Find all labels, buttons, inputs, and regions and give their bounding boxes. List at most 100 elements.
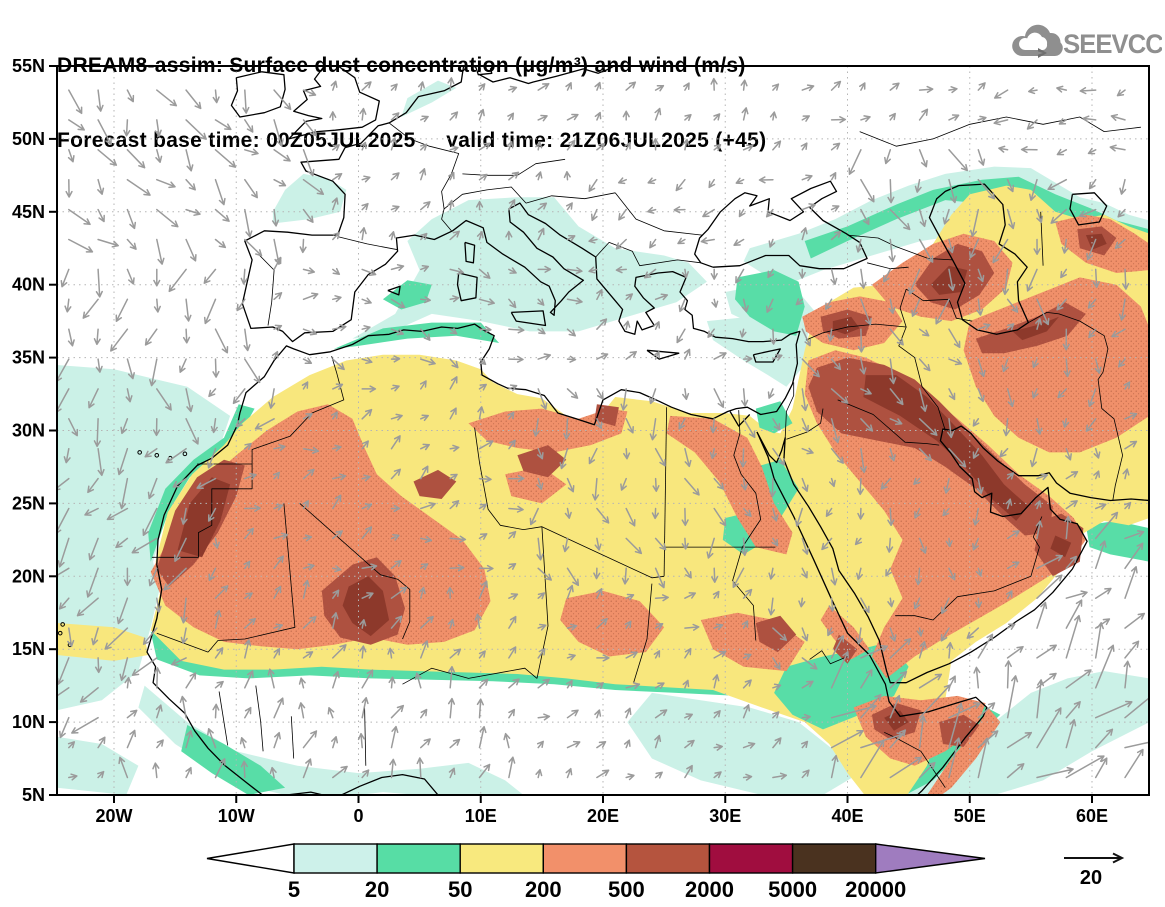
colorbar-box xyxy=(791,843,877,874)
cloud-icon xyxy=(1012,24,1063,58)
colorbar-label: 2000 xyxy=(685,877,734,902)
colorbar-arrow-left xyxy=(206,843,295,874)
colorbar-box xyxy=(708,843,794,874)
country-border xyxy=(847,234,953,261)
dust-region-atlantic-plume xyxy=(57,364,231,711)
dust-region-wsahara-core xyxy=(177,477,231,558)
dust-region-karakum-dark xyxy=(1085,233,1107,250)
coastline xyxy=(752,348,781,363)
colorbar-box xyxy=(376,843,461,874)
dust-region-sinai-hole xyxy=(755,401,793,434)
country-border xyxy=(1028,312,1123,501)
country-border xyxy=(784,382,795,438)
country-border xyxy=(218,691,229,746)
country-border xyxy=(364,707,367,766)
country-border xyxy=(151,464,253,558)
dust-region-redsea-hole xyxy=(755,459,799,518)
coastline xyxy=(464,241,476,264)
dust-region-ethiopia-sudan xyxy=(627,692,860,795)
coastline xyxy=(729,411,751,427)
country-border xyxy=(595,242,701,267)
dust-region-chad xyxy=(560,590,665,657)
lat-tick-label: 30N xyxy=(12,421,45,441)
dust-region-oman-sea-band xyxy=(1085,520,1149,562)
dust-region-algeria-spot xyxy=(413,469,457,499)
country-border xyxy=(443,186,527,210)
lat-tick-label: 25N xyxy=(12,493,45,513)
country-border xyxy=(805,323,946,431)
country-border xyxy=(299,503,411,640)
dust-region-capeverde-band xyxy=(57,623,149,661)
island xyxy=(182,451,188,457)
lon-tick-label: 30E xyxy=(709,806,741,826)
lon-tick-label: 10W xyxy=(218,806,255,826)
coastline xyxy=(230,71,286,118)
colorbar-box xyxy=(459,843,545,874)
country-border xyxy=(809,650,848,665)
coastline xyxy=(456,272,478,302)
coastline xyxy=(387,285,401,296)
lat-tick-label: 10N xyxy=(12,712,45,732)
lat-tick-label: 55N xyxy=(12,56,45,76)
colorbar-label: 20000 xyxy=(845,877,906,902)
coastline xyxy=(288,66,380,140)
colorbar-label: 200 xyxy=(525,877,562,902)
colorbar-label: 500 xyxy=(608,877,645,902)
lon-tick-label: 50E xyxy=(954,806,986,826)
colorbar-arrow-right xyxy=(875,843,986,874)
lon-tick-label: 10E xyxy=(465,806,497,826)
island xyxy=(60,622,65,627)
wind-reference-arrow xyxy=(1064,852,1125,864)
coastline xyxy=(510,310,547,327)
colorbar-box xyxy=(625,843,711,874)
colorbar-label: 50 xyxy=(448,877,472,902)
country-border xyxy=(895,516,1043,621)
seevccc-logo: SEEVCCC xyxy=(1008,20,1165,64)
coastline xyxy=(928,183,1030,335)
country-border xyxy=(197,355,345,465)
country-border xyxy=(207,503,296,653)
country-border xyxy=(525,192,616,204)
dust-region-guinea-patch xyxy=(181,725,286,795)
dust-region-somalia-east-coast xyxy=(927,707,1001,795)
island xyxy=(137,450,142,455)
river xyxy=(732,410,762,641)
coastline xyxy=(473,66,494,76)
dust-region-somaliland xyxy=(939,714,980,747)
country-border xyxy=(536,526,549,679)
country-border xyxy=(337,236,398,251)
logo-text: SEEVCCC xyxy=(1063,28,1162,59)
country-border xyxy=(258,253,275,326)
lon-tick-label: 40E xyxy=(831,806,863,826)
country-border xyxy=(614,192,703,236)
dust-region-mediterranean-band xyxy=(352,197,707,339)
country-border xyxy=(859,116,1141,147)
country-border xyxy=(786,408,824,440)
dust-region-mali-core xyxy=(342,576,390,637)
dust-region-oman-dark xyxy=(1050,535,1072,558)
country-border xyxy=(633,583,653,683)
dust-region-azeri-core xyxy=(930,265,968,295)
wind-reference-label: 20 xyxy=(1080,867,1102,889)
lat-tick-label: 40N xyxy=(12,275,45,295)
dust-region-biscay xyxy=(272,173,347,224)
colorbar-box xyxy=(542,843,628,874)
colorbar-box xyxy=(293,843,378,874)
country-border xyxy=(837,399,940,446)
dust-region-libya-spot xyxy=(517,445,567,478)
map-layers xyxy=(57,66,1149,795)
island xyxy=(154,452,160,458)
dust-region-anatolia-band xyxy=(735,270,805,336)
lat-tick-label: 15N xyxy=(12,639,45,659)
coastline xyxy=(646,349,680,360)
coastline xyxy=(694,180,868,270)
lon-tick-label: 20E xyxy=(587,806,619,826)
dust-region-algeria-coast xyxy=(334,322,500,349)
country-border xyxy=(402,667,538,685)
dust-region-benghazi-spot xyxy=(594,404,619,427)
lat-tick-label: 50N xyxy=(12,129,45,149)
coastline xyxy=(1069,192,1108,226)
dust-region-seturkey-dark xyxy=(832,316,860,335)
